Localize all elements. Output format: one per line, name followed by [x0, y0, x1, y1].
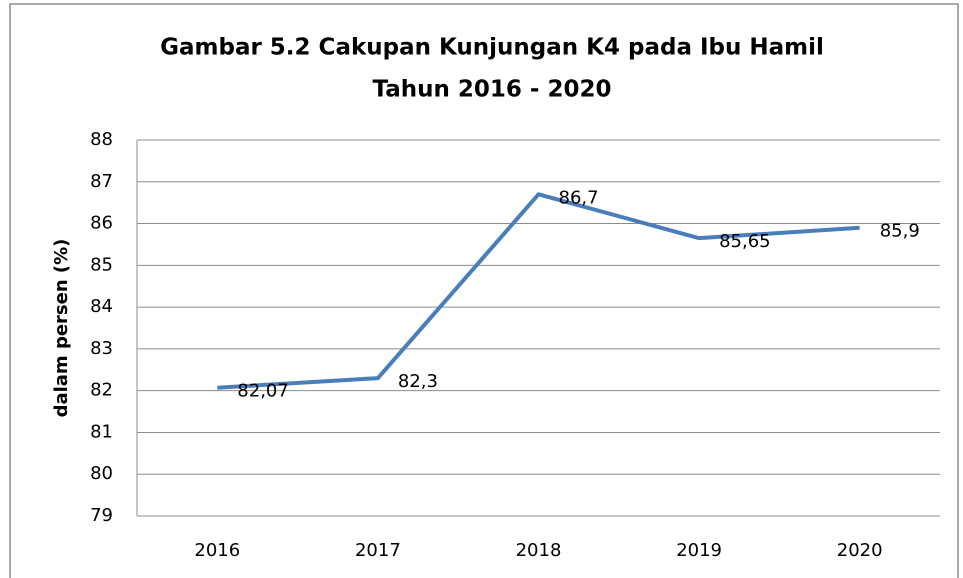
y-tick-label: 80 [90, 463, 113, 484]
line [217, 192, 860, 390]
y-axis-label: dalam persen (%) [51, 239, 72, 418]
y-tick-label: 81 [90, 421, 113, 442]
x-tick-label: 2017 [355, 540, 401, 561]
y-tick-label: 84 [90, 296, 113, 317]
y-tick-label: 79 [90, 505, 113, 526]
data-label: 82,07 [237, 381, 289, 402]
y-tick-label: 82 [90, 380, 113, 401]
chart-frame [9, 3, 959, 578]
data-label: 85,9 [880, 221, 920, 242]
y-tick-label: 87 [90, 171, 113, 192]
data-label: 85,65 [719, 231, 771, 252]
x-tick-label: 2019 [676, 540, 722, 561]
x-tick-label: 2020 [837, 540, 883, 561]
chart-subtitle: Tahun 2016 - 2020 [373, 77, 612, 103]
chart-title: Gambar 5.2 Cakupan Kunjungan K4 pada Ibu… [160, 35, 824, 61]
y-tick-label: 86 [90, 213, 113, 234]
x-tick-label: 2016 [194, 540, 240, 561]
y-tick-label: 83 [90, 338, 113, 359]
y-tick-label: 88 [90, 129, 113, 150]
y-tick-label: 85 [90, 254, 113, 275]
data-label: 82,3 [398, 371, 438, 392]
x-tick-label: 2018 [516, 540, 562, 561]
data-label: 86,7 [559, 187, 599, 208]
